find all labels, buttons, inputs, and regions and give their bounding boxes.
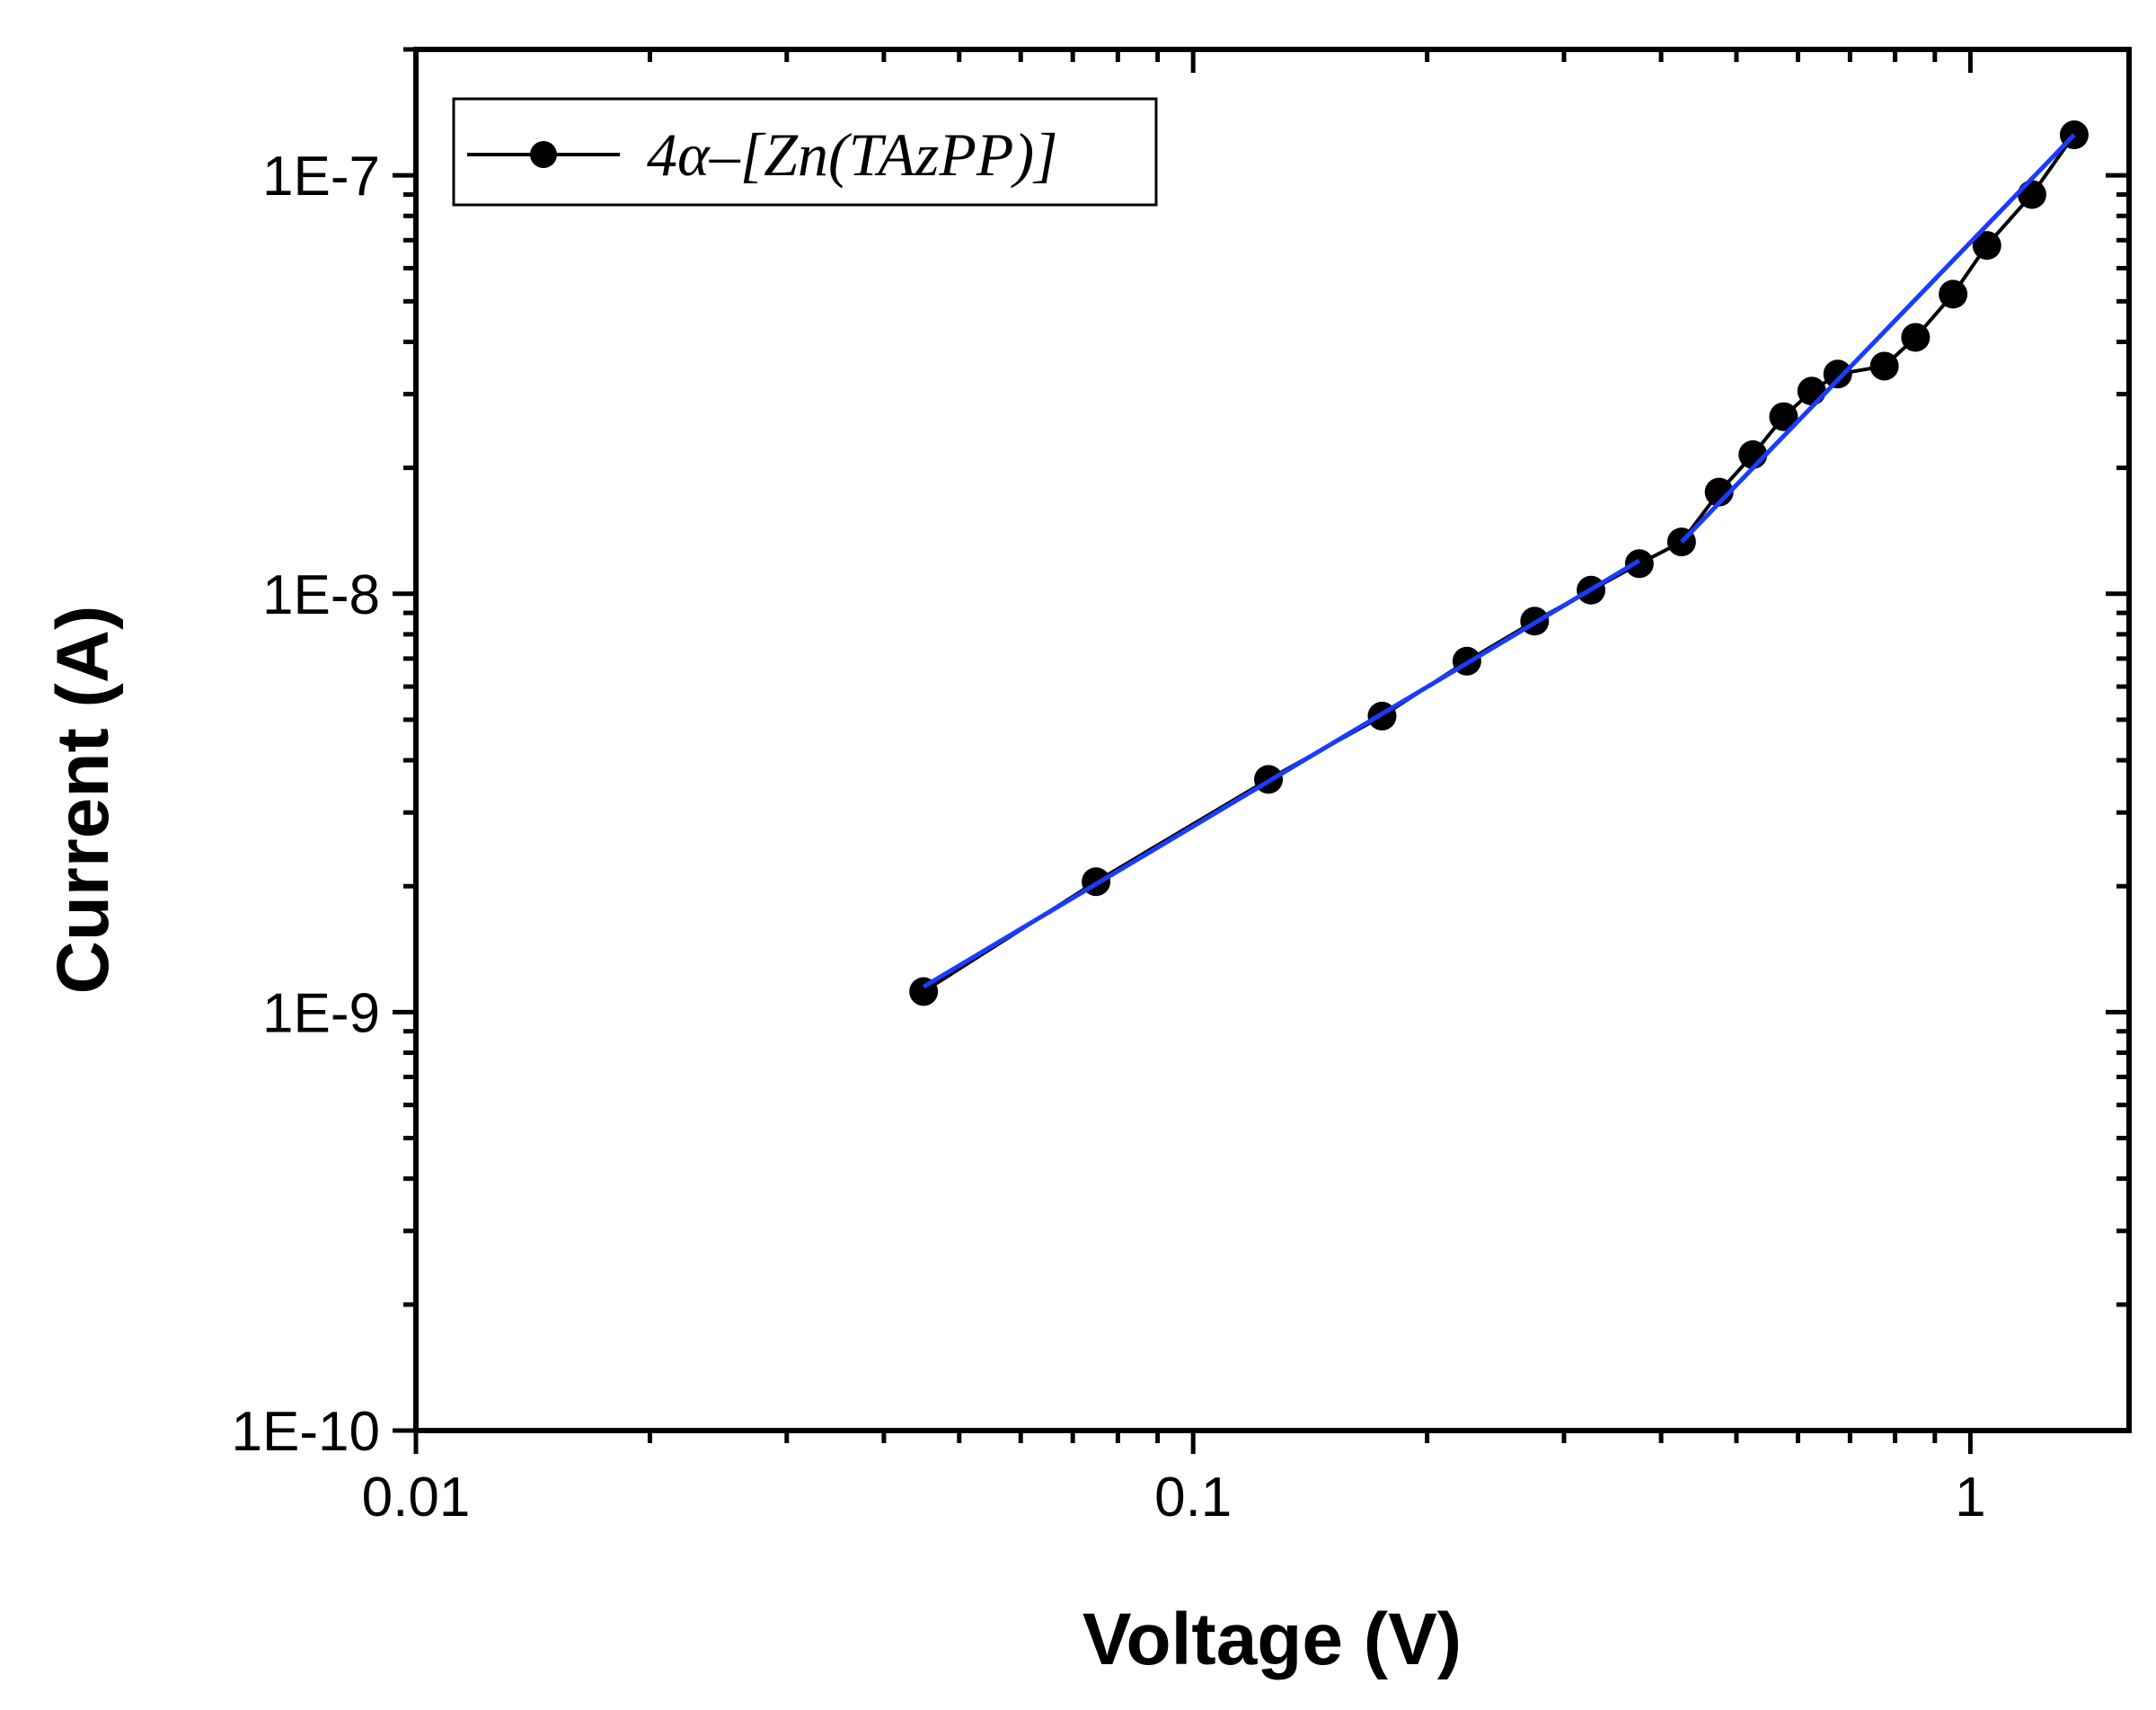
legend-marker <box>530 141 557 168</box>
x-tick-label: 0.01 <box>362 1466 471 1528</box>
data-point <box>2017 180 2046 209</box>
data-series <box>909 120 2089 1006</box>
data-point <box>1901 323 1931 352</box>
data-point <box>1704 477 1734 507</box>
data-point <box>1972 231 2001 261</box>
legend-box <box>452 97 1158 207</box>
axis-ticks <box>393 47 2129 1454</box>
data-point <box>1624 549 1654 579</box>
axis-tick-labels: 0.01 0.1 1 1E-10 1E-9 1E-8 1E-7 <box>232 146 1986 1528</box>
legend-label: 4α–[Zn(TAzPP)] <box>647 120 1058 189</box>
data-point <box>1939 279 1968 309</box>
series-line <box>923 133 2076 994</box>
data-point <box>1823 359 1852 389</box>
x-axis-title: Voltage (V) <box>1082 1599 1462 1680</box>
plot-frame <box>413 47 2132 1433</box>
legend: 4α–[Zn(TAzPP)] <box>452 97 1158 207</box>
data-point <box>1769 402 1798 431</box>
data-point <box>1869 351 1899 381</box>
fit-high-line <box>1680 133 2076 544</box>
x-tick-label: 0.1 <box>1154 1466 1232 1528</box>
y-tick-label: 1E-7 <box>262 146 380 208</box>
x-tick-label: 1 <box>1955 1466 1985 1528</box>
y-tick-label: 1E-10 <box>232 1401 380 1463</box>
y-axis-title: Current (A) <box>42 606 124 995</box>
y-tick-label: 1E-9 <box>262 982 380 1044</box>
fit-lines <box>922 133 2076 989</box>
y-tick-label: 1E-8 <box>262 564 380 626</box>
fit-low-line <box>922 558 1641 989</box>
data-point <box>1797 377 1826 406</box>
